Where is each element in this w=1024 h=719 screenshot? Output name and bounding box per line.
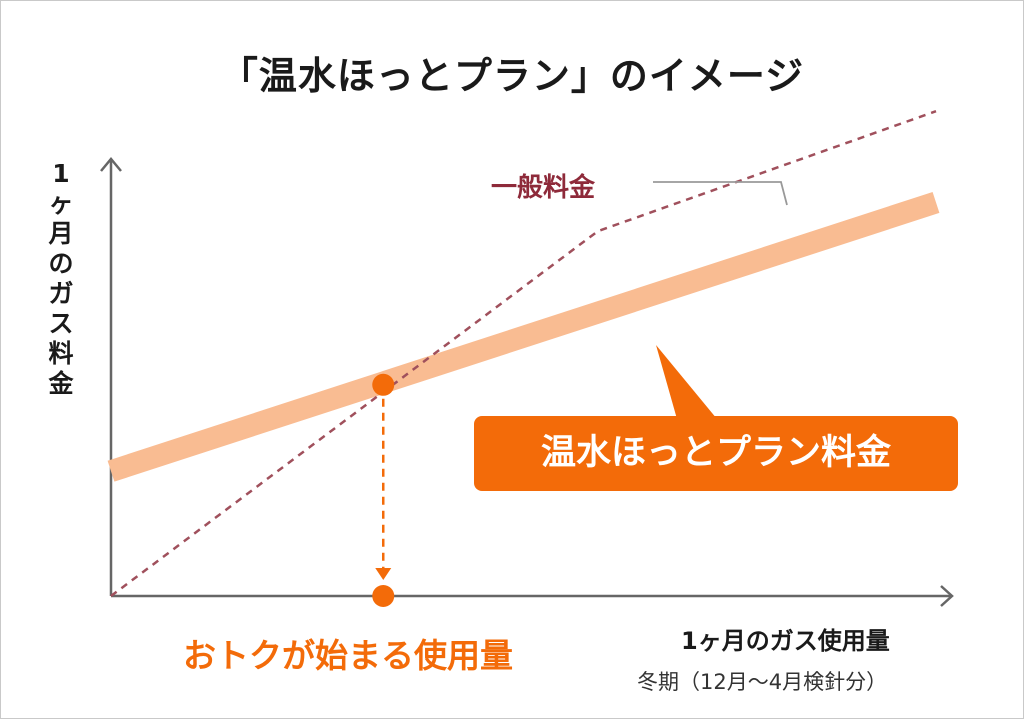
x-axis-sublabel: 冬期（12月～4月検針分） xyxy=(637,670,888,694)
y-axis-arrow-icon xyxy=(100,157,122,172)
breakeven-arrow-icon xyxy=(375,568,392,580)
callout-pointer xyxy=(656,345,717,419)
legend-plan-rate: 温水ほっとプラン料金 xyxy=(540,433,891,473)
legend-plan-rate-callout: 温水ほっとプラン料金 xyxy=(474,416,958,491)
breakeven-intersection-point xyxy=(372,373,395,396)
series-general-line xyxy=(110,110,937,598)
x-axis-label: 1ヶ月のガス使用量 xyxy=(681,627,890,655)
series-plan-line xyxy=(107,191,940,482)
y-axis-label: 1ヶ月のガス料金 xyxy=(48,159,74,398)
chart-title: 「温水ほっとプラン」のイメージ xyxy=(219,54,805,98)
breakeven-axis-point xyxy=(372,585,395,607)
x-axis-arrow-icon xyxy=(940,585,954,607)
legend-general-rate: 一般料金 xyxy=(491,173,596,203)
breakeven-label: おトクが始まる使用量 xyxy=(183,636,513,675)
general-label-leader-line xyxy=(653,181,788,206)
